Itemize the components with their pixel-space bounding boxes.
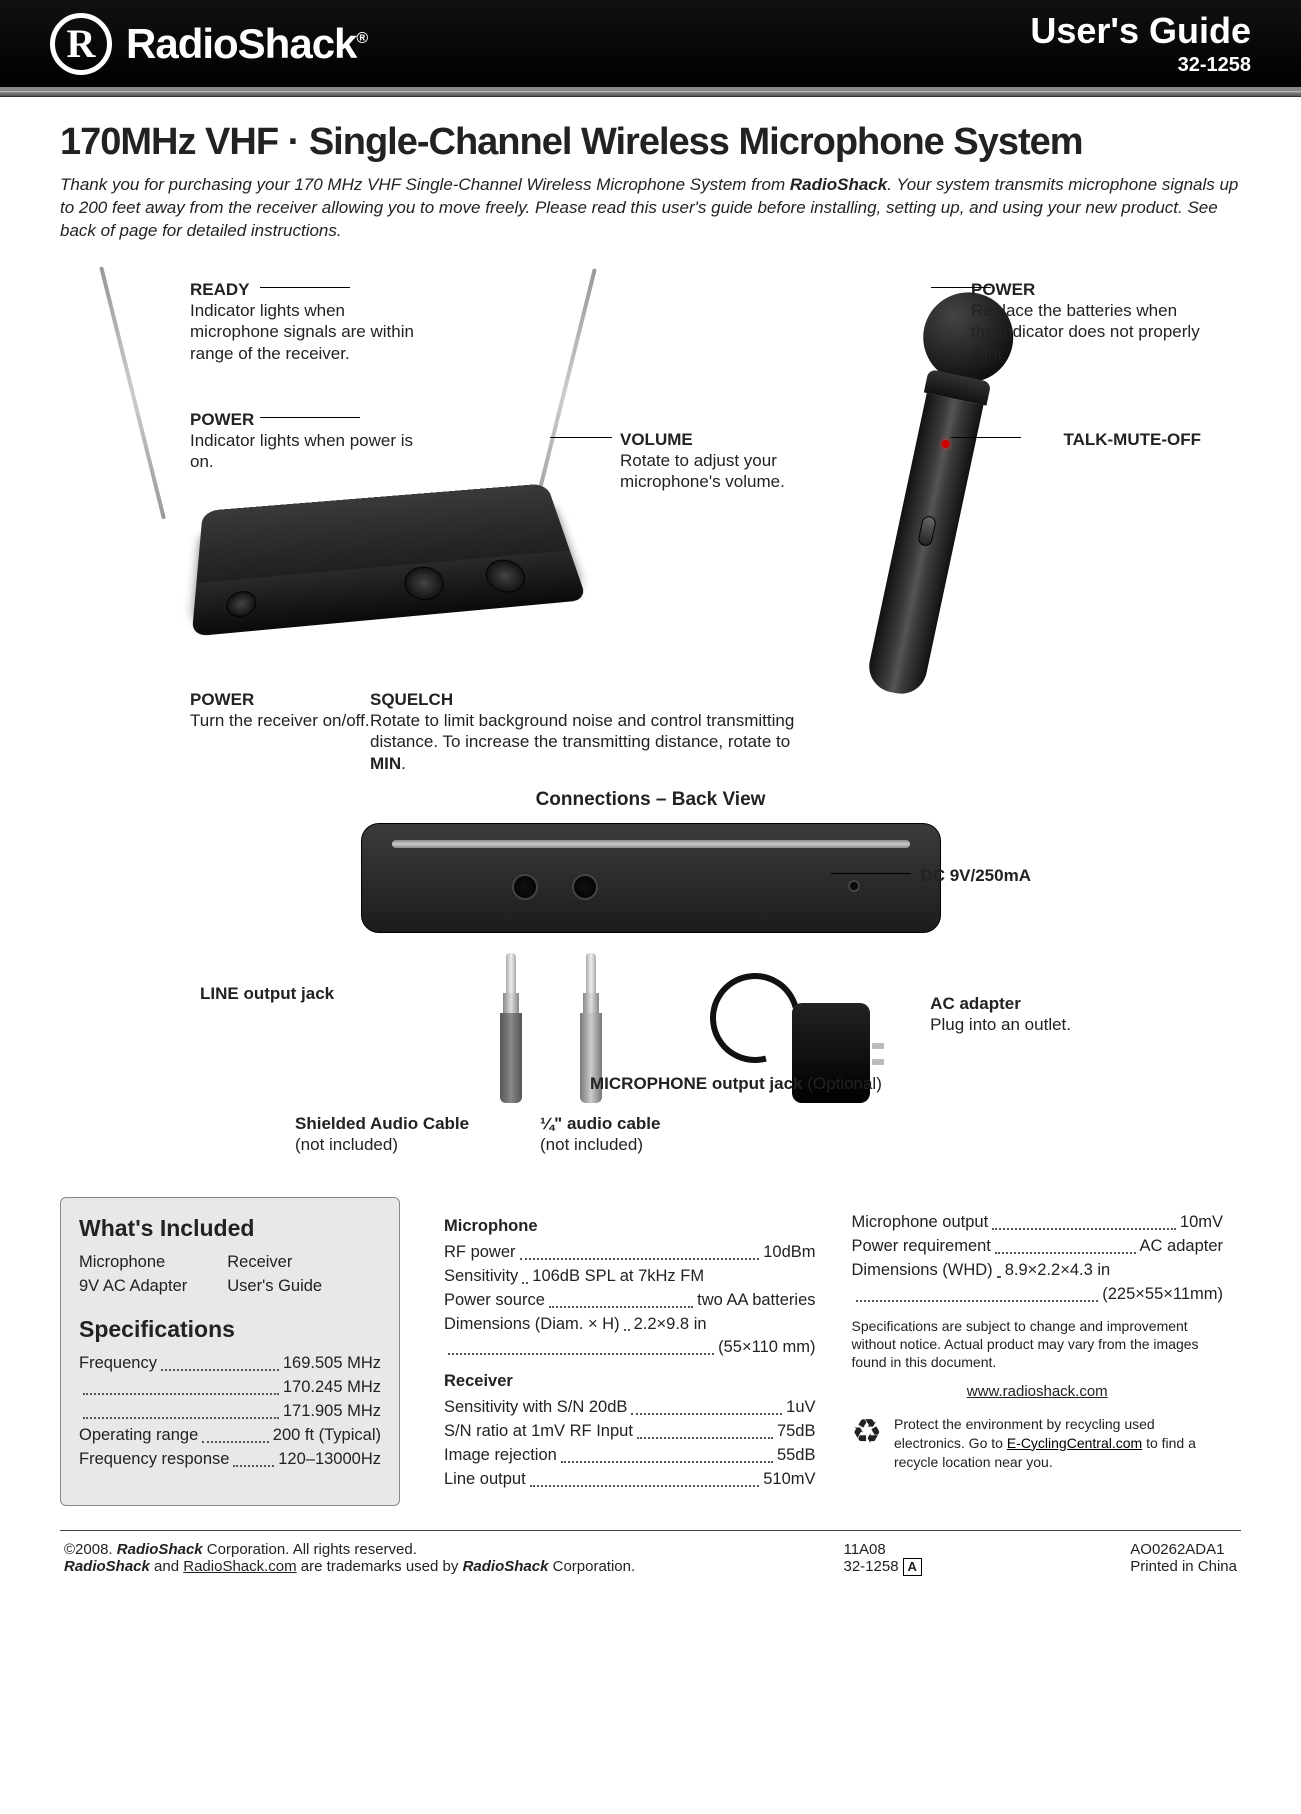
mic-spec-heading: Microphone	[444, 1215, 816, 1239]
footer-codes: 11A08 32-1258A	[843, 1541, 921, 1576]
mic-body-icon	[864, 393, 983, 699]
receiver-spec-heading: Receiver	[444, 1370, 816, 1394]
brand-initial: R	[67, 20, 96, 67]
spec-row: (55×110 mm)	[444, 1336, 816, 1360]
recycle-text: Protect the environment by recycling use…	[894, 1415, 1223, 1472]
callout-power-button: POWER Turn the receiver on/off.	[190, 689, 370, 732]
shielded-cable-icon	[500, 953, 522, 1103]
spec-row: 170.245 MHz	[79, 1376, 381, 1400]
intro-paragraph: Thank you for purchasing your 170 MHz VH…	[60, 174, 1241, 243]
mic-output-port-icon	[572, 874, 598, 900]
recycle-icon: ♻	[852, 1415, 882, 1449]
front-diagram: READY Indicator lights when microphone s…	[60, 269, 1241, 779]
spec-row: S/N ratio at 1mV RF Input75dB	[444, 1420, 816, 1444]
callout-volume: VOLUME Rotate to adjust your microphone'…	[620, 429, 850, 493]
leader-line	[831, 873, 911, 875]
spec-row: 171.905 MHz	[79, 1400, 381, 1424]
spec-row: Image rejection55dB	[444, 1444, 816, 1468]
receiver-antenna-left-icon	[99, 266, 166, 519]
header-bar: R RadioShack® User's Guide 32-1258	[0, 0, 1301, 91]
list-item: User's Guide	[227, 1275, 322, 1299]
line-output-port-icon	[512, 874, 538, 900]
spec-row: Microphone output10mV	[852, 1211, 1224, 1235]
specs-col-extra: Microphone output10mV Power requirementA…	[834, 1197, 1242, 1506]
specs-section: What's Included Microphone 9V AC Adapter…	[60, 1197, 1241, 1506]
footer-copyright: ©2008. RadioShack Corporation. All right…	[64, 1541, 635, 1576]
list-item: Microphone	[79, 1251, 187, 1275]
spec-row: Sensitivity with S/N 20dB1uV	[444, 1396, 816, 1420]
ac-adapter-icon	[710, 973, 870, 1123]
dc-input-port-icon	[848, 880, 860, 892]
spec-row: Frequency169.505 MHz	[79, 1352, 381, 1376]
back-view-title: Connections – Back View	[60, 789, 1241, 811]
spec-general-list: Frequency169.505 MHz 170.245 MHz 171.905…	[79, 1352, 381, 1472]
footer-divider	[60, 1530, 1241, 1531]
callout-mic-power: POWER Replace the batteries when the ind…	[971, 279, 1201, 364]
specs-col-included: What's Included Microphone 9V AC Adapter…	[60, 1197, 400, 1506]
leader-line	[951, 437, 1021, 439]
spec-disclaimer: Specifications are subject to change and…	[852, 1317, 1224, 1372]
callout-quarter-cable: ¼" audio cable (not included)	[540, 1113, 661, 1156]
receiver-back-illustration	[361, 823, 941, 933]
callout-dc-input: DC 9V/250mA	[920, 865, 1031, 886]
callout-squelch: SQUELCH Rotate to limit background noise…	[370, 689, 830, 774]
specifications-heading: Specifications	[79, 1313, 381, 1346]
product-title: 170MHz VHF · Single-Channel Wireless Mic…	[60, 121, 1241, 164]
page-content: 170MHz VHF · Single-Channel Wireless Mic…	[0, 97, 1301, 1626]
spec-row: Dimensions (WHD)8.9×2.2×4.3 in	[852, 1259, 1224, 1283]
included-left: Microphone 9V AC Adapter	[79, 1251, 187, 1299]
spec-row: RF power10dBm	[444, 1241, 816, 1265]
spec-row: Sensitivity106dB SPL at 7kHz FM	[444, 1265, 816, 1289]
mic-led-icon	[941, 439, 950, 448]
leader-line	[260, 287, 350, 289]
brand-logo-area: R RadioShack®	[50, 13, 367, 75]
brand-logo-icon: R	[50, 13, 112, 75]
spec-row: Line output510mV	[444, 1468, 816, 1492]
leader-line	[260, 417, 360, 419]
callout-power-led: POWER Indicator lights when power is on.	[190, 409, 420, 473]
back-diagram: DC 9V/250mA LINE output jack AC adapter …	[60, 823, 1241, 1173]
leader-line	[550, 437, 612, 439]
mic-switch-icon	[917, 515, 937, 547]
spec-row: Operating range200 ft (Typical)	[79, 1424, 381, 1448]
spec-row: Power sourcetwo AA batteries	[444, 1289, 816, 1313]
included-heading: What's Included	[79, 1212, 381, 1245]
callout-line-output: LINE output jack	[200, 983, 334, 1004]
back-antenna-icon	[392, 840, 910, 848]
included-right: Receiver User's Guide	[227, 1251, 322, 1299]
spec-row: (225×55×11mm)	[852, 1283, 1224, 1307]
list-item: 9V AC Adapter	[79, 1275, 187, 1299]
specs-col-mic-receiver: Microphone RF power10dBm Sensitivity106d…	[426, 1197, 834, 1506]
model-number: 32-1258	[1030, 54, 1251, 77]
spec-row: Power requirementAC adapter	[852, 1235, 1224, 1259]
spec-row: Frequency response120–13000Hz	[79, 1448, 381, 1472]
recycle-notice: ♻ Protect the environment by recycling u…	[852, 1415, 1224, 1472]
receiver-body-icon	[195, 483, 576, 600]
brand-name: RadioShack®	[126, 20, 367, 68]
spec-row: Dimensions (Diam. × H)2.2×9.8 in	[444, 1313, 816, 1337]
footer-partnum: AO0262ADA1 Printed in China	[1130, 1541, 1237, 1576]
guide-title-block: User's Guide 32-1258	[1030, 10, 1251, 77]
callout-ac-adapter: AC adapter Plug into an outlet.	[930, 993, 1071, 1036]
receiver-illustration	[191, 483, 587, 638]
recycle-link[interactable]: E-CyclingCentral.com	[1007, 1435, 1142, 1451]
leader-line	[931, 287, 991, 289]
callout-shielded-cable: Shielded Audio Cable (not included)	[295, 1113, 469, 1156]
callout-mic-output: MICROPHONE output jack (Optional)	[590, 1073, 882, 1094]
callout-ready: READY Indicator lights when microphone s…	[190, 279, 420, 364]
guide-title: User's Guide	[1030, 10, 1251, 52]
callout-mic-switch: TALK-MUTE-OFF	[1063, 429, 1201, 450]
included-grid: Microphone 9V AC Adapter Receiver User's…	[79, 1251, 381, 1299]
footer: ©2008. RadioShack Corporation. All right…	[60, 1541, 1241, 1606]
list-item: Receiver	[227, 1251, 322, 1275]
box-a-icon: A	[903, 1558, 922, 1576]
website-link[interactable]: www.radioshack.com	[852, 1381, 1224, 1403]
